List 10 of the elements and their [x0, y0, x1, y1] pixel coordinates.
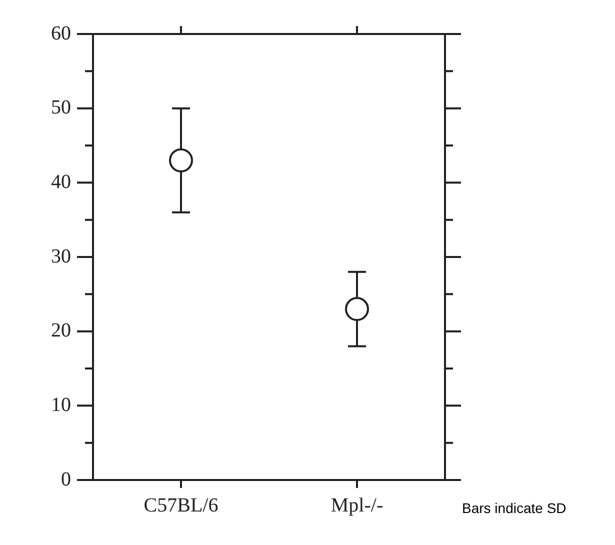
y-tick-label: 60: [51, 22, 71, 44]
y-tick-label: 10: [51, 394, 71, 416]
y-tick-label: 30: [51, 245, 71, 268]
x-tick-label: Mpl-/-: [330, 494, 384, 516]
y-tick-label: 50: [51, 96, 71, 119]
y-tick-label: 40: [51, 170, 71, 193]
text: Bars indicate SD: [462, 500, 566, 516]
y-tick-label: 0: [61, 468, 71, 490]
y-tick-label: 20: [51, 320, 71, 342]
x-tick-label: C57BL/6: [144, 494, 218, 516]
